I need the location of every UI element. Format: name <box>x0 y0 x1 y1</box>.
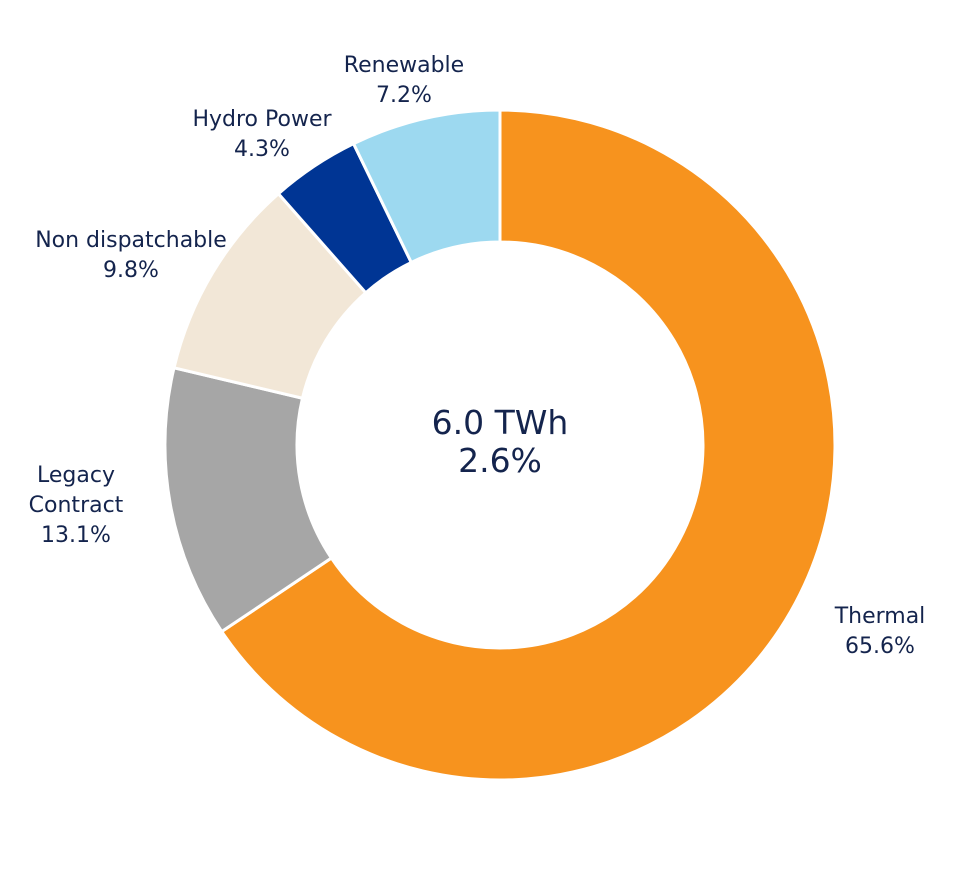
slice-label: Hydro Power <box>192 107 332 132</box>
center-total-label: 6.0 TWh <box>432 403 569 442</box>
slice-value-label: 9.8% <box>103 258 159 283</box>
slice-label: Legacy <box>37 463 115 488</box>
slice-label: Thermal <box>834 604 926 629</box>
slice-label: Renewable <box>344 53 464 78</box>
slice-value-label: 4.3% <box>234 137 290 162</box>
slice-thermal <box>219 108 837 782</box>
slice-label: Contract <box>29 493 124 518</box>
slice-label: Non dispatchable <box>35 228 227 253</box>
slice-renewable <box>351 108 502 265</box>
slice-labels: Thermal 65.6% Legacy Contract 13.1% Non dispa… <box>29 53 926 659</box>
slice-value-label: 65.6% <box>845 634 915 659</box>
center-share-label: 2.6% <box>458 441 542 480</box>
donut-slices <box>163 108 837 782</box>
slice-value-label: 13.1% <box>41 523 111 548</box>
slice-value-label: 7.2% <box>376 83 432 108</box>
